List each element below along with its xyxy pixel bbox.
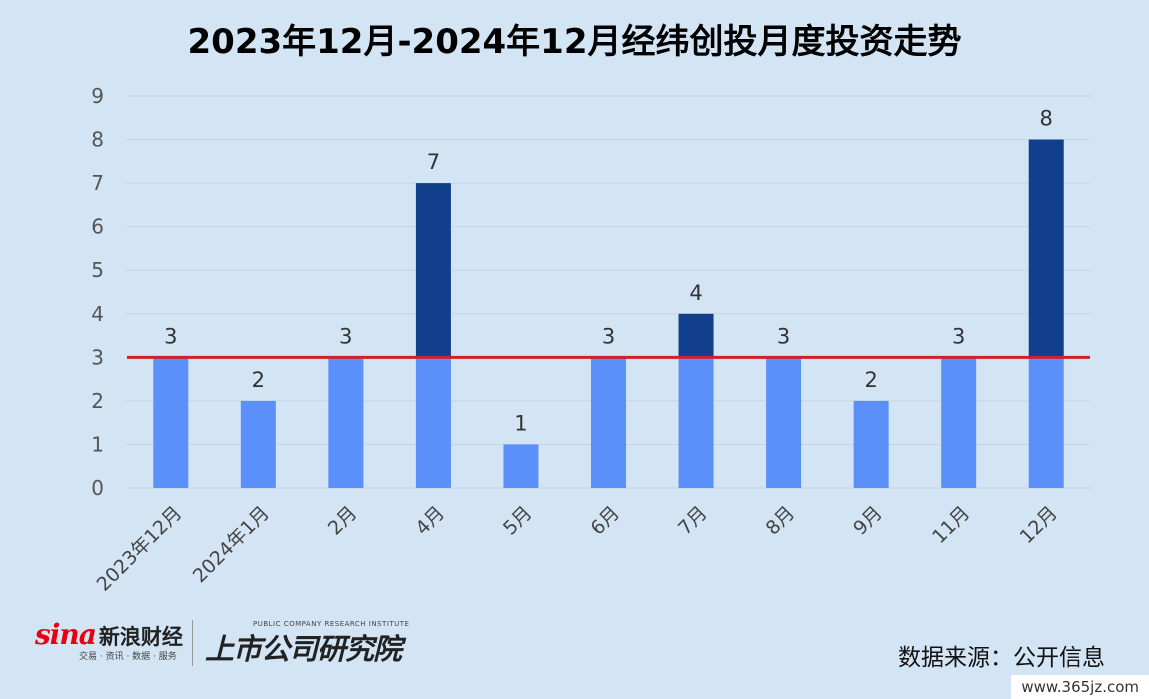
bar-above-reference bbox=[678, 313, 714, 358]
y-tick-label: 7 bbox=[91, 171, 104, 195]
y-tick-label: 4 bbox=[91, 302, 104, 326]
bar bbox=[240, 400, 276, 488]
data-label: 8 bbox=[1040, 107, 1053, 131]
y-tick-label: 1 bbox=[91, 432, 104, 456]
x-tick-label: 7月 bbox=[674, 502, 712, 540]
bar bbox=[941, 357, 977, 488]
research-logo-chinese: 上市公司研究院 bbox=[205, 632, 402, 666]
y-tick-label: 0 bbox=[91, 476, 104, 500]
x-tick-label: 4月 bbox=[411, 502, 449, 540]
research-logo-english: PUBLIC COMPANY RESEARCH INSTITUTE bbox=[253, 620, 410, 628]
bar bbox=[766, 357, 802, 488]
bar bbox=[328, 357, 364, 488]
x-tick-label: 9月 bbox=[849, 502, 887, 540]
y-tick-label: 2 bbox=[91, 389, 104, 413]
sina-logo-subtitle: 交易 · 资讯 · 数据 · 服务 bbox=[79, 652, 177, 662]
data-label: 3 bbox=[164, 324, 177, 348]
y-tick-label: 9 bbox=[91, 84, 104, 108]
x-tick-label: 2023年12月 bbox=[93, 502, 187, 596]
data-label: 2 bbox=[864, 368, 877, 392]
chart-title: 2023年12月-2024年12月经纬创投月度投资走势 bbox=[187, 22, 962, 62]
bar bbox=[153, 357, 189, 488]
bar-above-reference bbox=[415, 183, 451, 358]
data-label: 1 bbox=[514, 411, 527, 435]
sina-logo-cn: 新浪财经 bbox=[98, 625, 183, 649]
bar bbox=[1028, 357, 1064, 488]
x-tick-label: 11月 bbox=[928, 502, 974, 548]
research-institute-logo: PUBLIC COMPANY RESEARCH INSTITUTE 上市公司研究… bbox=[205, 620, 409, 668]
y-axis: 0 1 2 3 4 5 6 7 8 9 bbox=[91, 84, 104, 500]
watermark: www.365jz.com bbox=[1011, 675, 1149, 699]
x-tick-label: 12月 bbox=[1016, 502, 1062, 548]
x-tick-label: 5月 bbox=[499, 502, 537, 540]
data-labels: 3 2 3 7 1 3 4 3 2 3 8 bbox=[164, 107, 1053, 436]
data-label: 4 bbox=[689, 281, 702, 305]
data-source-note: 数据来源：公开信息 bbox=[898, 645, 1105, 671]
bar bbox=[591, 357, 626, 488]
x-tick-label: 2024年1月 bbox=[189, 502, 274, 587]
data-label: 2 bbox=[252, 368, 265, 392]
x-tick-label: 2月 bbox=[324, 502, 362, 540]
data-label: 3 bbox=[952, 324, 965, 348]
data-label: 7 bbox=[427, 150, 440, 174]
y-tick-label: 3 bbox=[91, 345, 104, 369]
logo-divider bbox=[192, 620, 193, 666]
bar bbox=[415, 357, 451, 488]
x-tick-label: 6月 bbox=[586, 502, 624, 540]
data-label: 3 bbox=[777, 324, 790, 348]
data-label: 3 bbox=[339, 324, 352, 348]
bar bbox=[678, 357, 714, 488]
bar-above-reference bbox=[1028, 139, 1064, 358]
x-axis: 2023年12月 2024年1月 2月 4月 5月 6月 7月 8月 9月 11月 12月 bbox=[93, 502, 1062, 596]
x-tick-label: 8月 bbox=[762, 502, 800, 540]
y-tick-label: 6 bbox=[91, 215, 104, 239]
data-label: 3 bbox=[602, 324, 615, 348]
sina-finance-logo: sina 新浪财经 交易 · 资讯 · 数据 · 服务 bbox=[35, 618, 183, 662]
bar bbox=[503, 444, 539, 488]
bars bbox=[153, 139, 1064, 488]
bar bbox=[853, 400, 889, 488]
y-tick-label: 8 bbox=[91, 128, 104, 152]
sina-logo-word: sina bbox=[35, 618, 97, 651]
y-tick-label: 5 bbox=[91, 258, 104, 282]
